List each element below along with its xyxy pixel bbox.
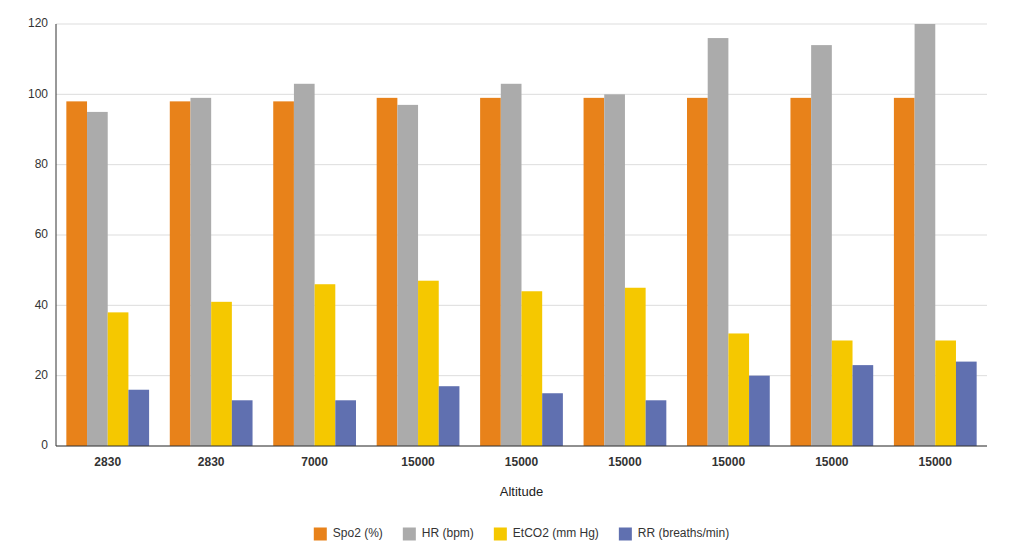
bar: [708, 38, 729, 446]
x-tick-label: 2830: [198, 455, 225, 469]
legend: Spo2 (%) HR (bpm) EtCO2 (mm Hg) RR (breaths…: [314, 526, 729, 540]
bar: [584, 98, 605, 446]
bar: [87, 112, 108, 446]
bar: [294, 84, 315, 446]
bar-series: [128, 362, 976, 446]
bar: [728, 333, 749, 446]
bar: [956, 362, 977, 446]
bars: [66, 24, 976, 446]
y-axis-line: [56, 24, 57, 446]
bar: [749, 376, 770, 446]
legend-swatch: [403, 528, 416, 541]
x-tick-label: 15000: [505, 455, 539, 469]
bar: [542, 393, 563, 446]
legend-item: EtCO2 (mm Hg): [494, 526, 599, 540]
bar: [211, 302, 232, 446]
bar: [377, 98, 398, 446]
x-axis: 2830 2830 7000 15000 15000 15000 15000 15000 150…: [94, 455, 952, 469]
bar: [832, 341, 853, 447]
bar: [232, 400, 253, 446]
x-tick-label: 7000: [301, 455, 328, 469]
bar: [604, 94, 625, 446]
bar: [915, 24, 936, 446]
bar: [108, 312, 129, 446]
bar: [128, 390, 149, 446]
bar: [935, 341, 956, 447]
bar: [397, 105, 418, 446]
bar: [335, 400, 356, 446]
bar: [894, 98, 915, 446]
legend-label: HR (bpm): [422, 526, 474, 540]
x-tick-label: 15000: [608, 455, 642, 469]
bar-series: [87, 24, 935, 446]
bar: [418, 281, 439, 446]
bar: [273, 101, 294, 446]
bar: [811, 45, 832, 446]
bar-series: [66, 98, 914, 446]
bar: [625, 288, 646, 446]
chart-svg: 0 20 40 60 80 100 120 2830 2830 7000 15000 15000 150…: [0, 0, 1011, 558]
grid-line: [56, 446, 987, 447]
x-tick-label: 15000: [815, 455, 849, 469]
chart-container: 0 20 40 60 80 100 120 2830 2830 7000 15000 15000 150…: [0, 0, 1011, 558]
x-tick-label: 15000: [919, 455, 953, 469]
legend-swatch: [314, 528, 327, 541]
y-tick-label: 60: [35, 227, 49, 241]
bar: [439, 386, 460, 446]
bar: [646, 400, 667, 446]
legend-swatch: [619, 528, 632, 541]
bar: [853, 365, 874, 446]
legend-item: RR (breaths/min): [619, 526, 729, 540]
legend-label: EtCO2 (mm Hg): [513, 526, 599, 540]
bar: [522, 291, 543, 446]
y-tick-label: 100: [28, 87, 48, 101]
bar: [501, 84, 522, 446]
bar: [315, 284, 336, 446]
bar: [190, 98, 211, 446]
grid: [56, 24, 987, 446]
bar: [66, 101, 87, 446]
legend-label: RR (breaths/min): [638, 526, 729, 540]
legend-item: Spo2 (%): [314, 526, 383, 540]
x-tick-label: 15000: [401, 455, 435, 469]
y-tick-label: 0: [41, 438, 48, 452]
y-tick-label: 20: [35, 368, 49, 382]
bar-series: [108, 281, 956, 446]
bar: [687, 98, 708, 446]
bar: [170, 101, 191, 446]
y-tick-label: 120: [28, 16, 48, 30]
y-axis: 0 20 40 60 80 100 120: [28, 16, 48, 452]
bar: [790, 98, 811, 446]
legend-swatch: [494, 528, 507, 541]
bar: [480, 98, 501, 446]
legend-item: HR (bpm): [403, 526, 474, 540]
x-tick-label: 15000: [712, 455, 746, 469]
x-axis-line: [56, 446, 987, 447]
legend-label: Spo2 (%): [333, 526, 383, 540]
grid-line: [56, 24, 987, 25]
x-tick-label: 2830: [94, 455, 121, 469]
y-tick-label: 80: [35, 157, 49, 171]
x-axis-label: Altitude: [500, 484, 543, 499]
y-tick-label: 40: [35, 298, 49, 312]
